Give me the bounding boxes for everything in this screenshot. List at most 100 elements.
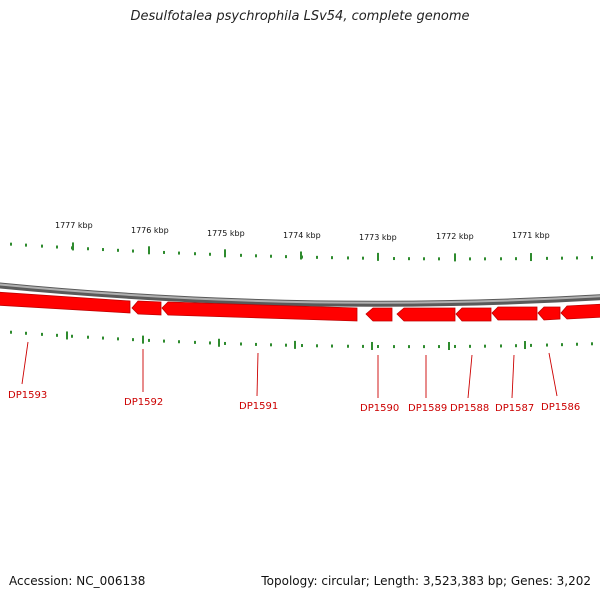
scale-tick <box>117 248 119 252</box>
gene-arrow-dp1593[interactable] <box>0 291 131 314</box>
kbp-label-1776: 1776 kbp <box>131 226 169 235</box>
scale-tick <box>240 253 242 257</box>
scale-tick <box>500 257 502 261</box>
gene-arrow-dp1586[interactable] <box>537 306 561 321</box>
scale-tick <box>561 343 563 347</box>
topology-text: Topology: circular; Length: 3,523,383 bp… <box>261 574 591 588</box>
scale-tick <box>484 344 486 348</box>
scale-tick <box>270 254 272 258</box>
kbp-label-1777: 1777 kbp <box>55 221 93 230</box>
leader-dp1586 <box>548 352 558 397</box>
scale-tick <box>561 256 563 260</box>
gene-track <box>0 291 600 322</box>
scale-tick <box>301 344 303 348</box>
scale-tick <box>132 338 134 342</box>
scale-tick <box>56 245 58 249</box>
scale-tick <box>56 333 58 337</box>
leader-dp1593 <box>21 341 29 385</box>
scale-tick <box>546 256 548 260</box>
gene-label-dp1587: DP1587 <box>495 403 534 414</box>
gene-arrow-dp1587[interactable] <box>491 306 538 321</box>
scale-tick-major <box>530 253 532 262</box>
scale-tick <box>285 255 287 259</box>
scale-tick <box>500 344 502 348</box>
gene-arrow-dp1585[interactable] <box>560 303 600 320</box>
map-title: Desulfotalea psychrophila LSv54, complet… <box>130 9 470 24</box>
scale-tick <box>408 345 410 349</box>
scale-tick-major <box>148 246 150 255</box>
scale-tick <box>408 257 410 261</box>
scale-tick <box>102 336 104 340</box>
scale-tick <box>393 257 395 261</box>
scale-tick-major <box>294 340 296 349</box>
scale-tick <box>41 244 43 248</box>
gene-label-dp1592: DP1592 <box>124 397 163 408</box>
scale-tick-major <box>72 242 74 251</box>
gene-arrow-dp1589[interactable] <box>396 307 456 322</box>
scale-ticks-upper <box>10 242 593 262</box>
scale-tick <box>194 340 196 344</box>
scale-tick <box>423 257 425 261</box>
gene-arrow-dp1588[interactable] <box>455 307 492 322</box>
leader-dp1587 <box>511 354 515 399</box>
scale-tick <box>469 344 471 348</box>
scale-tick <box>10 242 12 246</box>
kbp-label-1774: 1774 kbp <box>283 231 321 240</box>
scale-tick <box>41 332 43 336</box>
gene-arrow-dp1592[interactable] <box>131 300 162 316</box>
leader-dp1588 <box>467 354 473 399</box>
scale-tick <box>163 339 165 343</box>
scale-tick <box>194 252 196 256</box>
gene-label-dp1588: DP1588 <box>450 403 489 414</box>
gene-arrow-dp1590[interactable] <box>365 307 393 322</box>
scale-tick-major <box>218 338 220 347</box>
scale-tick <box>255 254 257 258</box>
scale-tick <box>362 344 364 348</box>
kbp-label-1775: 1775 kbp <box>207 229 245 238</box>
scale-tick <box>316 255 318 259</box>
kbp-label-1772: 1772 kbp <box>436 232 474 241</box>
scale-tick <box>576 342 578 346</box>
accession-text: Accession: NC_006138 <box>9 574 146 588</box>
gene-label-dp1591: DP1591 <box>239 401 278 412</box>
scale-tick <box>438 257 440 261</box>
scale-tick <box>530 343 532 347</box>
scale-tick <box>270 343 272 347</box>
gene-arrow-dp1591[interactable] <box>161 301 358 322</box>
scale-tick-major <box>448 342 450 351</box>
scale-tick <box>316 344 318 348</box>
scale-tick <box>87 335 89 339</box>
scale-tick-major <box>371 341 373 350</box>
scale-tick <box>362 256 364 260</box>
scale-tick-major <box>454 253 456 262</box>
genome-backbone-highlight <box>0 283 600 304</box>
scale-tick <box>285 343 287 347</box>
scale-tick-major <box>66 331 68 340</box>
scale-tick <box>331 344 333 348</box>
scale-tick <box>148 338 150 342</box>
scale-tick <box>454 344 456 348</box>
scale-tick-major <box>377 252 379 261</box>
scale-tick <box>515 344 517 348</box>
scale-tick <box>393 345 395 349</box>
scale-tick <box>132 249 134 253</box>
scale-tick <box>240 342 242 346</box>
scale-tick <box>178 340 180 344</box>
scale-tick <box>163 250 165 254</box>
leader-dp1591 <box>256 352 259 397</box>
scale-tick <box>469 257 471 261</box>
kbp-label-1773: 1773 kbp <box>359 233 397 242</box>
scale-tick <box>25 331 27 335</box>
scale-tick <box>347 344 349 348</box>
scale-tick <box>224 341 226 345</box>
scale-tick <box>209 341 211 345</box>
scale-tick <box>178 251 180 255</box>
gene-leader-lines <box>21 341 558 399</box>
scale-tick <box>117 337 119 341</box>
scale-tick <box>87 247 89 251</box>
scale-tick <box>10 330 12 334</box>
scale-tick <box>209 252 211 256</box>
scale-tick <box>591 256 593 260</box>
